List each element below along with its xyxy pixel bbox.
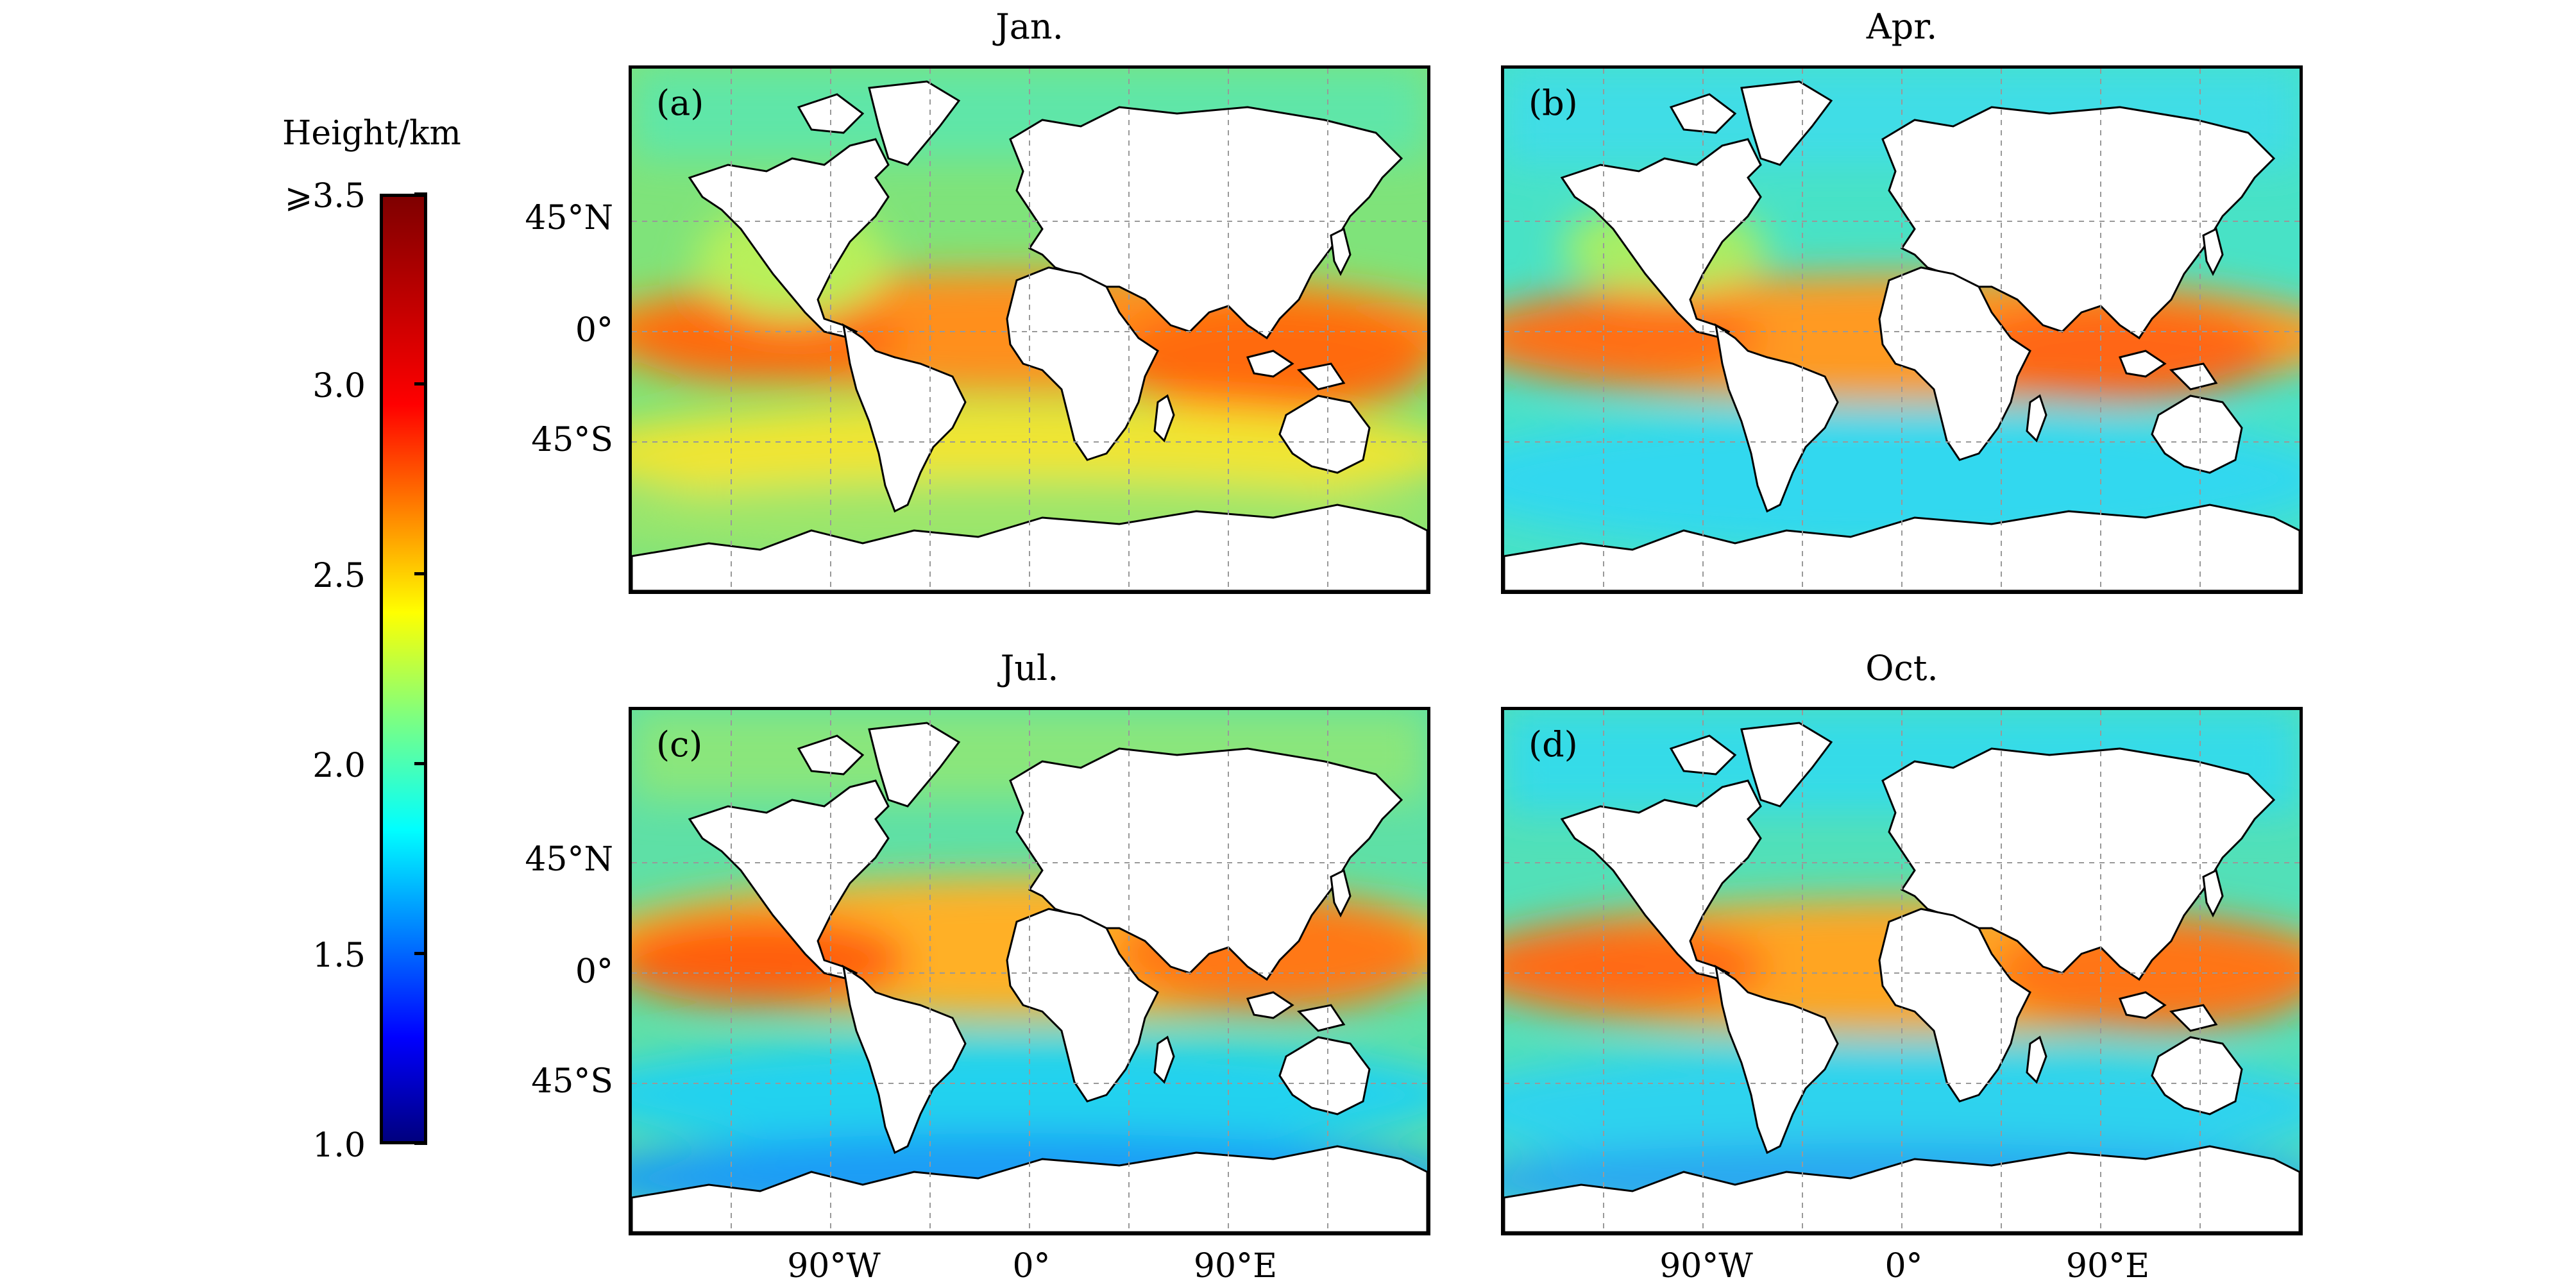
lat-label-equator: 0°	[575, 953, 613, 991]
lat-label-45s: 45°S	[531, 1062, 613, 1101]
world-map	[1504, 69, 2300, 591]
world-map	[632, 710, 1427, 1232]
lon-label-90w: 90°W	[1659, 1247, 1753, 1285]
world-map	[632, 69, 1427, 591]
map-panel-jul: (c)	[629, 707, 1430, 1235]
panel-title-jul: Jul.	[1000, 648, 1059, 688]
colorbar-tick-label: ⩾3.5	[284, 177, 366, 216]
colorbar-tick	[414, 572, 427, 575]
lat-label-45n: 45°N	[525, 840, 613, 879]
lon-label-90e: 90°E	[1193, 1247, 1278, 1285]
colorbar-tick-label: 2.0	[312, 747, 366, 785]
colorbar-tick	[414, 952, 427, 955]
panel-letter: (c)	[656, 724, 703, 765]
colorbar-tick-label: 2.5	[312, 557, 366, 595]
world-map	[1504, 710, 2300, 1232]
colorbar-tick-label: 1.0	[312, 1126, 366, 1165]
colorbar-tick-label: 3.0	[312, 367, 366, 405]
colorbar-tick	[414, 762, 427, 765]
map-panel-apr: (b)	[1501, 65, 2303, 594]
map-panel-jan: (a)	[629, 65, 1430, 594]
lat-label-equator: 0°	[575, 311, 613, 350]
colorbar	[380, 194, 427, 1144]
colorbar-tick	[414, 192, 427, 196]
panel-letter: (b)	[1529, 83, 1578, 123]
colorbar-title: Height/km	[282, 114, 461, 153]
lat-label-45n: 45°N	[525, 199, 613, 237]
panel-title-oct: Oct.	[1865, 648, 1938, 688]
panel-letter: (d)	[1529, 724, 1578, 765]
colorbar-tick	[414, 1142, 427, 1145]
panel-title-jan: Jan.	[996, 6, 1063, 47]
colorbar-tick-label: 1.5	[312, 936, 366, 975]
lon-label-0: 0°	[1885, 1247, 1923, 1285]
lon-label-90w: 90°W	[787, 1247, 881, 1285]
panel-letter: (a)	[656, 83, 704, 123]
lon-label-90e: 90°E	[2065, 1247, 2150, 1285]
map-panel-oct: (d)	[1501, 707, 2303, 1235]
lon-label-0: 0°	[1012, 1247, 1051, 1285]
lat-label-45s: 45°S	[531, 421, 613, 459]
colorbar-tick	[414, 382, 427, 386]
panel-title-apr: Apr.	[1866, 6, 1938, 47]
